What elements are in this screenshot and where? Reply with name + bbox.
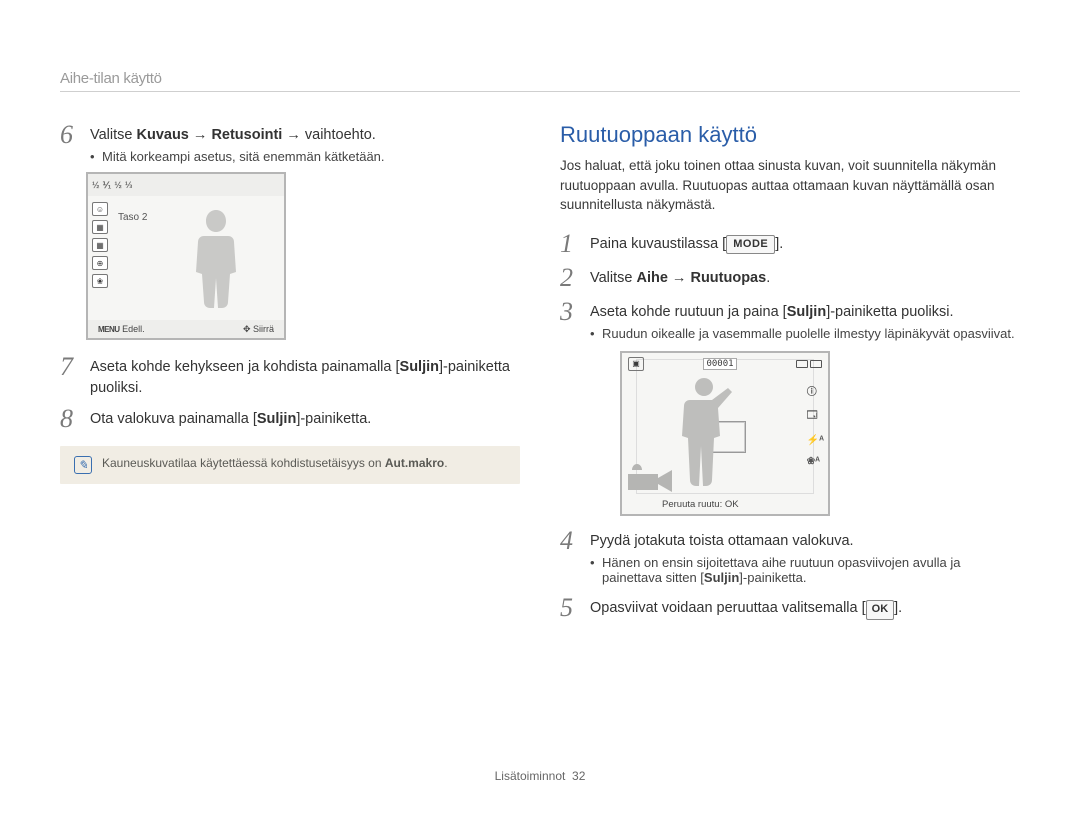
page-footer: Lisätoiminnot 32 [0,769,1080,783]
camera-screen-guide: ▣ 00001 ⓘ 🗔 ⚡ᴬ ❀ᴬ Peruuta ruutu: OK [620,351,830,516]
step-text: Paina kuvaustilassa [MODE]. [590,234,1020,255]
sd-icon [796,360,808,368]
mode-icon: ▣ [628,357,644,371]
step-7: 7 Aseta kohde kehykseen ja kohdista pain… [60,354,520,398]
right-column: Ruutuoppaan käyttö Jos haluat, että joku… [560,122,1020,627]
step-8: 8 Ota valokuva painamalla [Suljin]-paini… [60,406,520,432]
menu-label: MENU [98,325,120,334]
icon-small: ☺ [92,202,108,216]
step-number: 7 [60,354,78,380]
icon-small: ▦ [92,220,108,234]
cam-right-icons: ⓘ 🗔 ⚡ᴬ ❀ᴬ [807,383,824,467]
step-number: 6 [60,122,78,148]
status-icons [796,360,822,368]
step-number: 8 [60,406,78,432]
camera-screen-level: ½ ⅟₁ ½ ⅓ ☺ ▦ ▦ ⊕ ❀ Taso 2 MENU Edell. ✥ … [86,172,286,340]
step-number: 5 [560,595,578,621]
cam-bottom-label: Peruuta ruutu: OK [662,499,739,510]
step-subtext: •Hänen on ensin sijoitettava aihe ruutuu… [590,555,1020,585]
mode-button: MODE [726,235,775,254]
step-text: Ota valokuva painamalla [Suljin]-painike… [90,409,520,429]
section-intro: Jos haluat, että joku toinen ottaa sinus… [560,156,1020,215]
step-number: 1 [560,231,578,257]
step-3: 3 Aseta kohde ruutuun ja paina [Suljin]-… [560,299,1020,341]
icon-small: ⊕ [92,256,108,270]
step-subtext: •Ruudun oikealle ja vasemmalle puolelle … [590,326,1020,341]
step-1: 1 Paina kuvaustilassa [MODE]. [560,231,1020,257]
step-number: 3 [560,299,578,325]
step-5: 5 Opasviivat voidaan peruuttaa valitsema… [560,595,1020,621]
move-label: Siirrä [253,324,274,334]
battery-icon [810,360,822,368]
breadcrumb: Aihe-tilan käyttö [60,70,1020,92]
camera-illustration-icon [626,464,674,492]
step-2: 2 Valitse Aihe → Ruutuopas. [560,265,1020,291]
step-text: Valitse Kuvaus → Retusointi → vaihtoehto… [90,125,520,145]
ok-button: OK [866,600,895,619]
note-text: Kauneuskuvatilaa käytettäessä kohdistuse… [102,456,448,470]
step-text: Aseta kohde ruutuun ja paina [Suljin]-pa… [590,302,1020,322]
step-6: 6 Valitse Kuvaus → Retusointi → vaihtoeh… [60,122,520,164]
step-number: 4 [560,528,578,554]
left-column: 6 Valitse Kuvaus → Retusointi → vaihtoeh… [60,122,520,627]
cam-level-label: Taso 2 [118,212,147,223]
icon-small: ▦ [92,238,108,252]
note-box: ✎ Kauneuskuvatilaa käytettäessä kohdistu… [60,446,520,484]
cam-top-icons: ½ ⅟₁ ½ ⅓ [88,174,284,196]
frame-counter: 00001 [703,358,736,370]
step-text: Valitse Aihe → Ruutuopas. [590,268,1020,288]
step-subtext: •Mitä korkeampi asetus, sitä enemmän kät… [90,149,520,164]
step-text: Aseta kohde kehykseen ja kohdista painam… [90,357,520,398]
cam-left-icons: ☺ ▦ ▦ ⊕ ❀ [92,202,108,288]
note-icon: ✎ [74,456,92,474]
step-text: Opasviivat voidaan peruuttaa valitsemall… [590,598,1020,619]
back-label: Edell. [122,324,145,334]
step-number: 2 [560,265,578,291]
icon-small: ❀ [92,274,108,288]
step-text: Pyydä jotakuta toista ottamaan valokuva. [590,531,1020,551]
silhouette-figure [186,210,246,318]
step-4: 4 Pyydä jotakuta toista ottamaan valokuv… [560,528,1020,585]
section-heading: Ruutuoppaan käyttö [560,122,1020,148]
